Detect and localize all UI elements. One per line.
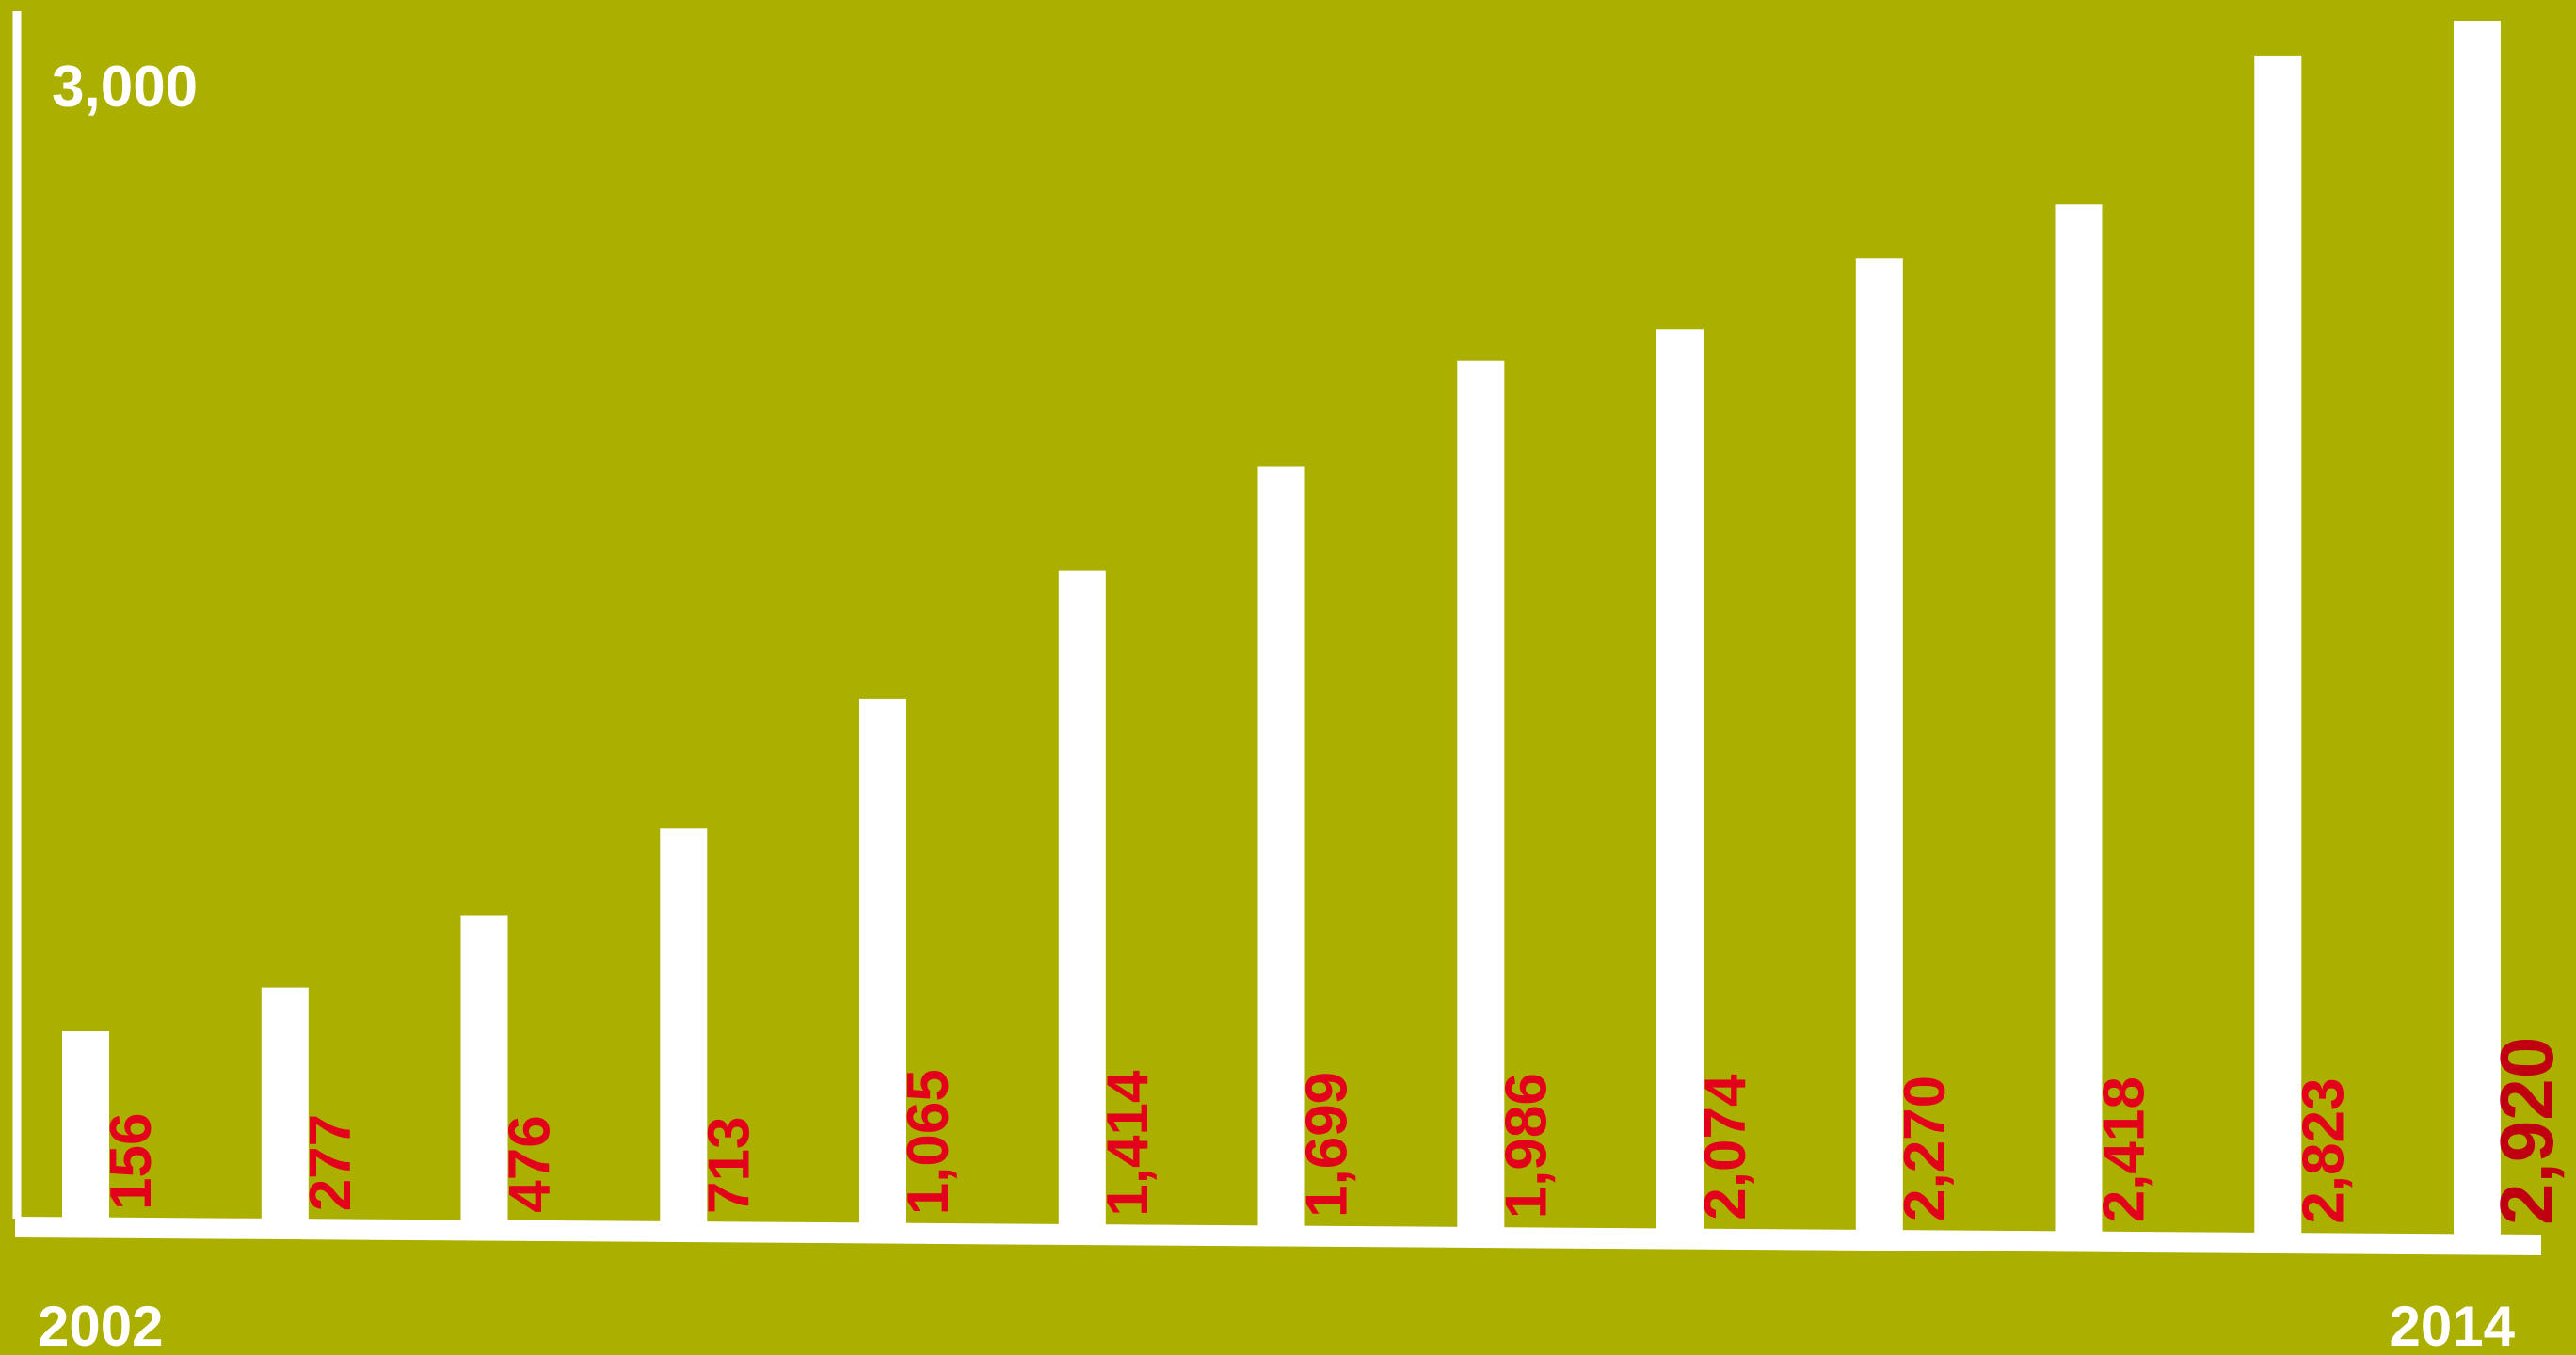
- value-label-2014: 2,920: [2485, 1037, 2568, 1225]
- value-labels-layer: 156 277 476 713 1,065 1,414 1,699 1,986 2,074 2,2…: [99, 1037, 2568, 1225]
- value-label-2004: 476: [498, 1115, 563, 1212]
- bar-2002: [62, 1031, 109, 1220]
- value-label-2006: 1,065: [896, 1069, 961, 1215]
- value-label-2013: 2,823: [2291, 1078, 2356, 1224]
- value-label-2012: 2,418: [2092, 1076, 2157, 1222]
- bar-2010: [1656, 329, 1704, 1230]
- y-axis-max-tick-label: 3,000: [52, 55, 198, 120]
- value-label-2009: 1,986: [1494, 1073, 1559, 1219]
- bar-2013: [2254, 55, 2302, 1234]
- bar-2005: [660, 828, 708, 1223]
- bar-2011: [1855, 258, 1903, 1231]
- x-axis-baseline: [15, 1217, 2541, 1255]
- value-label-2003: 277: [298, 1114, 363, 1211]
- bar-2003: [261, 987, 309, 1221]
- value-label-2005: 713: [696, 1117, 761, 1214]
- x-axis-start-label: 2002: [38, 1295, 163, 1355]
- bar-2004: [460, 915, 508, 1222]
- value-label-2007: 1,414: [1096, 1070, 1160, 1217]
- value-label-2010: 2,074: [1693, 1074, 1758, 1220]
- value-label-2011: 2,270: [1893, 1076, 1958, 1221]
- x-axis-end-label: 2014: [2390, 1295, 2516, 1355]
- bars-layer: [62, 21, 2501, 1235]
- bar-2008: [1257, 466, 1305, 1227]
- bar-2014: [2454, 21, 2501, 1235]
- value-label-2008: 1,699: [1295, 1072, 1360, 1218]
- bar-2006: [859, 698, 906, 1225]
- value-label-2002: 156: [99, 1113, 164, 1210]
- bar-2012: [2055, 204, 2103, 1233]
- bar-2007: [1058, 570, 1106, 1226]
- bar-2009: [1457, 360, 1505, 1229]
